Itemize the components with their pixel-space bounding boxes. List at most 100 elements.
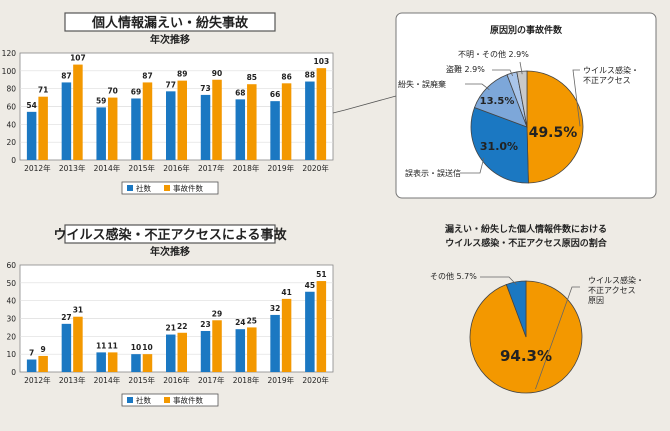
pie-slice bbox=[505, 280, 527, 338]
y-tick-label: 80 bbox=[6, 85, 16, 94]
data-label: 90 bbox=[212, 69, 222, 78]
chart-title-box bbox=[64, 12, 276, 32]
pie-title: 原因別の事故件数 bbox=[490, 24, 563, 36]
leader-line bbox=[572, 69, 581, 127]
pie-chart-1: ウイルス感染・不正アクセス 49.5% 誤表示・誤送信 31.0% 紛失・誤廃棄 13.5… bbox=[398, 49, 639, 184]
data-label: 66 bbox=[270, 90, 280, 99]
slice-label: 盗難 2.9% bbox=[446, 64, 485, 74]
data-label: 9 bbox=[41, 345, 46, 354]
data-label: 88 bbox=[305, 71, 315, 80]
data-label: 29 bbox=[212, 309, 222, 318]
data-label: 73 bbox=[200, 84, 210, 93]
data-label: 70 bbox=[107, 87, 117, 96]
data-label: 77 bbox=[166, 80, 176, 89]
data-label: 41 bbox=[281, 288, 291, 297]
bar-company bbox=[26, 359, 37, 372]
y-tick-label: 50 bbox=[6, 279, 16, 288]
x-tick-label: 2017年 bbox=[198, 375, 225, 385]
data-label: 10 bbox=[131, 343, 141, 352]
y-tick-label: 120 bbox=[2, 49, 17, 58]
data-label: 23 bbox=[200, 320, 210, 329]
bar-company bbox=[96, 352, 106, 372]
leader-line bbox=[460, 157, 485, 174]
x-tick-label: 2012年 bbox=[24, 163, 51, 173]
slice-label: 誤表示・誤送信 bbox=[405, 168, 461, 178]
bar-company bbox=[26, 111, 37, 160]
slice-value: 49.5% bbox=[529, 125, 578, 141]
x-tick-label: 2018年 bbox=[233, 163, 260, 173]
bar-company bbox=[61, 323, 72, 372]
data-label: 31 bbox=[73, 306, 83, 315]
data-label: 86 bbox=[281, 72, 291, 81]
connector-line bbox=[332, 95, 397, 114]
legend-label: 社数 bbox=[136, 395, 151, 405]
leader-line bbox=[480, 276, 517, 286]
leader-line bbox=[519, 61, 523, 75]
y-tick-label: 40 bbox=[6, 297, 16, 306]
chart-subtitle: 年次推移 bbox=[150, 33, 190, 46]
data-label: 11 bbox=[107, 341, 117, 350]
slice-label: ウイルス感染・不正アクセス原因 bbox=[588, 275, 644, 305]
bar-incidents bbox=[177, 332, 187, 372]
x-tick-label: 2017年 bbox=[198, 163, 225, 173]
pie-title: ウイルス感染・不正アクセス原因の割合 bbox=[445, 237, 608, 249]
bar-company bbox=[131, 354, 141, 372]
x-tick-label: 2018年 bbox=[233, 375, 260, 385]
bar-incidents bbox=[73, 64, 83, 160]
data-label: 107 bbox=[70, 54, 86, 63]
data-label: 87 bbox=[142, 71, 152, 80]
bar-incidents bbox=[38, 355, 48, 372]
chart-title-box bbox=[64, 224, 276, 244]
legend-swatch bbox=[164, 397, 170, 403]
pie-chart-2: ウイルス感染・不正アクセス原因 94.3% その他 5.7% bbox=[430, 271, 644, 394]
data-label: 27 bbox=[61, 313, 71, 322]
data-label: 51 bbox=[316, 270, 326, 279]
bar-company bbox=[270, 101, 280, 160]
bar-incidents bbox=[316, 281, 327, 372]
data-label: 32 bbox=[270, 304, 280, 313]
bar-incidents bbox=[73, 316, 83, 372]
bar-company bbox=[166, 91, 176, 160]
slice-value: 31.0% bbox=[480, 140, 518, 153]
y-tick-label: 30 bbox=[6, 315, 16, 324]
x-tick-label: 2019年 bbox=[268, 163, 295, 173]
bar-incidents bbox=[107, 97, 118, 160]
x-tick-label: 2013年 bbox=[59, 163, 86, 173]
bar-incidents bbox=[177, 80, 187, 160]
bar-company bbox=[200, 330, 211, 372]
bar-company bbox=[131, 98, 141, 160]
bar-company bbox=[305, 291, 315, 372]
bar-incidents bbox=[212, 320, 222, 372]
data-label: 22 bbox=[177, 322, 187, 331]
x-tick-label: 2015年 bbox=[128, 375, 155, 385]
data-label: 54 bbox=[26, 101, 36, 110]
y-tick-label: 60 bbox=[6, 103, 16, 112]
slice-value: 13.5% bbox=[480, 96, 515, 107]
y-tick-label: 0 bbox=[11, 368, 16, 377]
slice-label: ウイルス感染・不正アクセス bbox=[583, 65, 639, 85]
y-tick-label: 20 bbox=[6, 332, 16, 341]
bar-company bbox=[235, 329, 246, 372]
bar-incidents bbox=[212, 79, 222, 160]
x-tick-label: 2015年 bbox=[128, 163, 155, 173]
legend-swatch bbox=[127, 185, 133, 191]
legend-swatch bbox=[127, 397, 133, 403]
data-label: 69 bbox=[131, 87, 141, 96]
bar-incidents bbox=[247, 327, 257, 372]
slice-label: 不明・その他 2.9% bbox=[458, 49, 529, 59]
bar-company bbox=[270, 314, 280, 372]
bar-company bbox=[200, 94, 211, 160]
data-label: 71 bbox=[38, 86, 48, 95]
y-tick-label: 100 bbox=[2, 67, 17, 76]
data-label: 85 bbox=[247, 73, 257, 82]
x-tick-label: 2012年 bbox=[24, 375, 51, 385]
slice-value: 94.3% bbox=[500, 347, 552, 365]
data-label: 21 bbox=[166, 324, 176, 333]
y-tick-label: 0 bbox=[11, 156, 16, 165]
bar-incidents bbox=[281, 298, 292, 372]
bar-company bbox=[96, 107, 106, 160]
x-tick-label: 2014年 bbox=[94, 163, 121, 173]
x-tick-label: 2020年 bbox=[302, 163, 329, 173]
